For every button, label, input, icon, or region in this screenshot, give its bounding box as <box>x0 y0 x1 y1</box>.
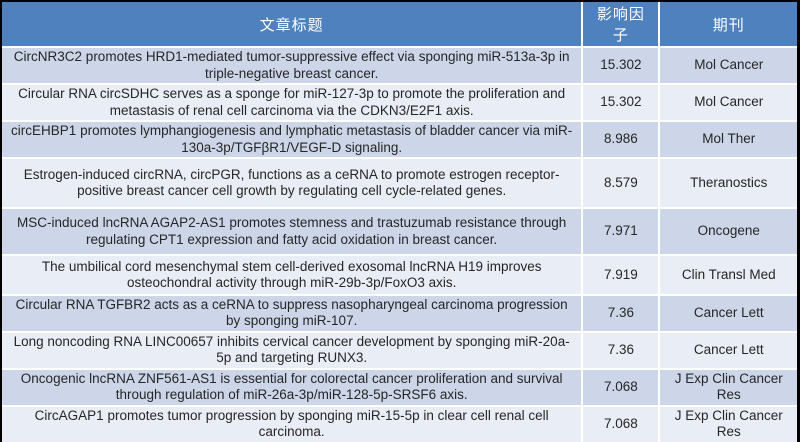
journal-cell: Theranostics <box>658 157 797 209</box>
article-title-cell: Long noncoding RNA LINC00657 inhibits ce… <box>2 330 584 370</box>
table-row: Circular RNA TGFBR2 acts as a ceRNA to s… <box>2 294 797 333</box>
impact-factor-cell: 7.068 <box>581 367 661 407</box>
col-header-journal: 期刊 <box>659 2 797 48</box>
col-header-article-title: 文章标题 <box>2 2 584 48</box>
header-row: 文章标题 影响因子 期刊 <box>2 2 797 48</box>
impact-factor-cell: 15.302 <box>581 46 661 85</box>
table-row: MSC-induced lncRNA AGAP2-AS1 promotes st… <box>2 207 797 256</box>
article-title-cell: MSC-induced lncRNA AGAP2-AS1 promotes st… <box>2 207 584 256</box>
col-header-impact-factor: 影响因子 <box>582 2 661 48</box>
article-title-cell: Circular RNA TGFBR2 acts as a ceRNA to s… <box>2 294 584 333</box>
article-title-cell: CircAGAP1 promotes tumor progression by … <box>2 404 584 442</box>
impact-factor-cell: 7.919 <box>581 254 661 296</box>
table-row: CircAGAP1 promotes tumor progression by … <box>2 404 797 442</box>
table-row: CircNR3C2 promotes HRD1-mediated tumor-s… <box>2 46 797 85</box>
table-body: CircNR3C2 promotes HRD1-mediated tumor-s… <box>2 46 797 442</box>
journal-cell: Cancer Lett <box>658 294 797 333</box>
journal-cell: Clin Transl Med <box>658 254 797 296</box>
table-row: The umbilical cord mesenchymal stem cell… <box>2 254 797 296</box>
table-row: circEHBP1 promotes lymphangiogenesis and… <box>2 120 797 159</box>
journal-cell: J Exp Clin Cancer Res <box>658 367 797 407</box>
article-title-cell: The umbilical cord mesenchymal stem cell… <box>2 254 584 296</box>
journal-cell: Mol Cancer <box>658 83 797 122</box>
journal-cell: Mol Cancer <box>658 46 797 85</box>
impact-factor-cell: 7.971 <box>581 207 661 256</box>
journal-cell: J Exp Clin Cancer Res <box>658 404 797 442</box>
table-row: Oncogenic lncRNA ZNF561-AS1 is essential… <box>2 367 797 407</box>
impact-factor-cell: 8.579 <box>581 157 661 209</box>
table-row: Circular RNA circSDHC serves as a sponge… <box>2 83 797 122</box>
impact-factor-cell: 7.068 <box>581 404 661 442</box>
table-row: Long noncoding RNA LINC00657 inhibits ce… <box>2 330 797 370</box>
impact-factor-cell: 7.36 <box>581 294 661 333</box>
article-title-cell: Estrogen-induced circRNA, circPGR, funct… <box>2 157 584 209</box>
article-title-cell: Oncogenic lncRNA ZNF561-AS1 is essential… <box>2 367 584 407</box>
journal-cell: Oncogene <box>658 207 797 256</box>
journal-cell: Mol Ther <box>658 120 797 159</box>
article-title-cell: CircNR3C2 promotes HRD1-mediated tumor-s… <box>2 46 584 85</box>
impact-factor-cell: 7.36 <box>581 330 661 370</box>
impact-factor-cell: 8.986 <box>581 120 661 159</box>
article-title-cell: circEHBP1 promotes lymphangiogenesis and… <box>2 120 584 159</box>
impact-factor-cell: 15.302 <box>581 83 661 122</box>
article-title-cell: Circular RNA circSDHC serves as a sponge… <box>2 83 584 122</box>
journal-cell: Cancer Lett <box>658 330 797 370</box>
table-row: Estrogen-induced circRNA, circPGR, funct… <box>2 157 797 209</box>
